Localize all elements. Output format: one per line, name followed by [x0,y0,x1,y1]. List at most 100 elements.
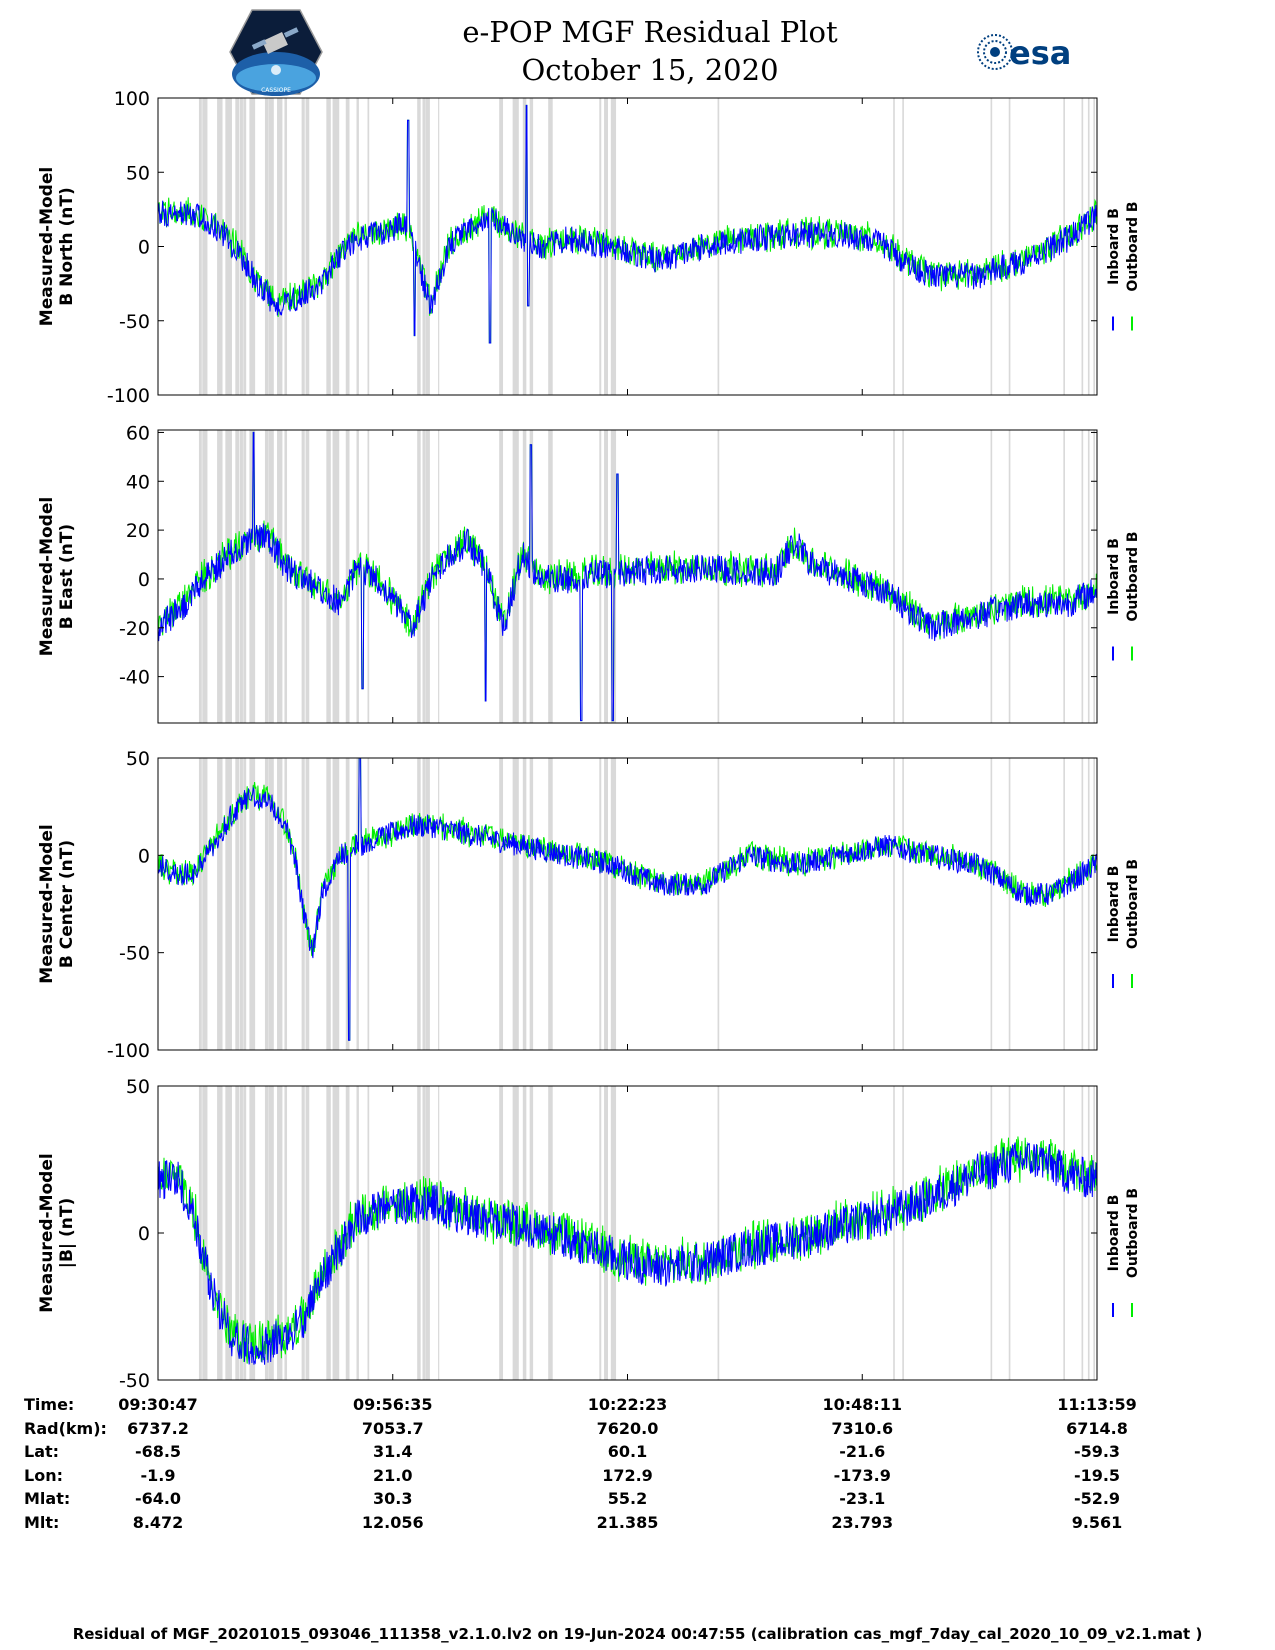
info-cell: 09:30:47 [118,1395,198,1414]
data-gap-band [277,430,283,723]
chart-date: October 15, 2020 [521,53,779,87]
y-tick-label: 50 [126,162,150,184]
data-gap-band [198,1086,202,1380]
info-cell: -19.5 [1073,1465,1121,1485]
legend-outboard-label: Outboard B [1125,1188,1141,1278]
data-gap-band [239,1086,243,1380]
data-gap-band [610,758,617,1050]
data-gap-band [243,430,247,723]
data-gap-band [1008,758,1011,1050]
data-gap-band [499,430,504,723]
data-gap-band [367,430,370,723]
data-gap-band [599,758,602,1050]
info-cell: 7310.6 [831,1418,894,1438]
outboard-b-series [157,104,1098,344]
legend-outboard-label: Outboard B [1125,201,1141,291]
data-gap-band [277,758,283,1050]
info-cell: 172.9 [602,1465,653,1485]
inboard-b-series [157,1141,1098,1365]
y-tick-label: -40 [119,667,150,689]
y-tick-label: 0 [138,569,150,591]
info-row-label: Mlat: [24,1489,71,1508]
y-axis-label: Measured-Model|B| (nT) [37,1153,77,1312]
info-cell: 21.385 [596,1512,659,1532]
data-gap-band [264,98,269,395]
info-row-label: Time: [24,1395,75,1414]
data-gap-band [202,98,208,395]
data-gap-band [264,1086,269,1380]
data-gap-band [301,1086,305,1380]
data-gap-band [356,1086,359,1380]
legend: Inboard B Outboard B [1106,859,1141,949]
data-gap-band [305,758,310,1050]
panel-3: -100 -50 0 50 Measured-ModelB Center (nT) Inb… [37,748,1141,1062]
panel-2: -40 -20 0 20 40 60 Measured-ModelB East (nT) In… [37,422,1141,724]
data-gap-band [425,98,430,395]
info-cell: 10:48:11 [822,1395,903,1414]
info-cell: 9.561 [1071,1512,1123,1532]
data-gap-band [225,430,232,723]
data-gap-band [417,758,421,1050]
esa-logo: esa [977,34,1071,72]
info-cell: -59.3 [1073,1442,1121,1461]
info-cell: 31.4 [373,1442,413,1461]
data-gap-band [243,98,247,395]
legend-inboard-label: Inboard B [1106,208,1122,285]
data-gap-band [367,98,370,395]
data-gap-band [284,758,288,1050]
data-gap-band [332,98,340,395]
info-row-label: Lon: [24,1465,63,1485]
data-gap-band [990,758,993,1050]
data-gap-band [438,98,440,395]
data-gap-band [417,430,421,723]
data-gap-band [1081,430,1084,723]
data-gap-band [610,1086,617,1380]
data-gap-band [1008,430,1011,723]
data-gap-band [1093,430,1095,723]
data-gap-band [277,1086,283,1380]
data-gap-band [225,1086,232,1380]
data-gap-band [249,1086,256,1380]
y-axis-label: Measured-ModelB East (nT) [37,497,77,656]
info-cell: -68.5 [134,1442,182,1461]
data-gap-band [332,430,340,723]
info-cell: 55.2 [607,1489,648,1508]
data-gap-band [268,98,274,395]
data-gap-band [902,430,904,723]
data-gap-band [225,758,232,1050]
data-gap-band [217,758,223,1050]
data-gap-band [422,1086,426,1380]
y-tick-label: -100 [107,385,150,407]
data-gap-band [249,430,256,723]
data-gap-band [1008,1086,1011,1380]
y-tick-label: 0 [138,237,150,259]
inboard-b-series [157,104,1098,344]
data-gap-band [902,758,904,1050]
info-cell: 6737.2 [127,1418,189,1438]
legend: Inboard B Outboard B [1106,1188,1141,1278]
data-gap-band [249,758,256,1050]
data-gap-band [717,430,720,723]
data-gap-band [902,98,904,395]
data-gap-band [438,430,440,723]
y-tick-label: -100 [107,1040,150,1062]
info-cell: -173.9 [833,1465,891,1485]
chart-title: e-POP MGF Residual Plot [462,15,838,49]
panel-4: -50 0 50 Measured-Model|B| (nT) Inboard B Out… [37,1076,1141,1392]
info-cell: 12.056 [361,1512,424,1532]
data-gap-band [243,1086,247,1380]
legend: Inboard B Outboard B [1106,531,1141,621]
info-cell: 09:56:35 [352,1395,433,1414]
info-cell: 60.1 [607,1442,648,1461]
data-gap-band [268,1086,274,1380]
data-gap-band [499,98,504,395]
y-tick-label: -50 [119,311,150,333]
panel-1: -100 -50 0 50 100 Measured-ModelB North (nT) I… [37,88,1141,407]
data-gap-band [217,1086,223,1380]
y-axis-label: Measured-ModelB Center (nT) [37,824,77,983]
data-gap-band [367,758,370,1050]
data-gap-band [599,1086,602,1380]
outboard-b-series [157,1136,1098,1364]
data-gap-band [529,758,534,1050]
